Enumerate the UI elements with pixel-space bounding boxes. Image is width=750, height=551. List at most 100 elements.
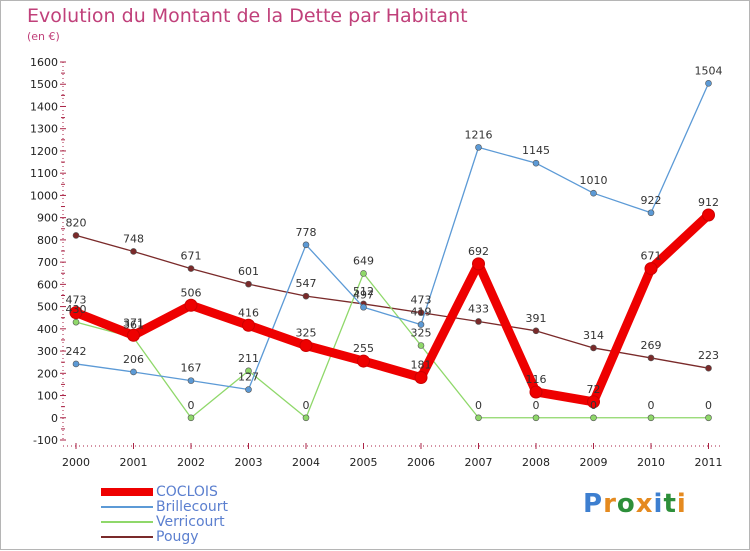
x-tick-label: 2004 <box>292 456 320 469</box>
x-tick-label: 2002 <box>177 456 205 469</box>
data-label-pougy: 314 <box>583 329 604 342</box>
series-line-brillecourt <box>75 82 710 391</box>
data-point-pougy <box>130 248 137 255</box>
data-label-coclois: 912 <box>698 196 719 209</box>
data-point-verricourt <box>302 414 310 422</box>
data-label-brillecourt: 778 <box>296 226 317 239</box>
x-tick-label: 2003 <box>235 456 263 469</box>
data-label-pougy: 547 <box>296 277 317 290</box>
data-label-brillecourt: 1504 <box>695 64 723 77</box>
data-point-coclois <box>472 257 485 271</box>
proxiti-logo: Proxiti <box>583 489 687 519</box>
logo-letter: P <box>583 489 604 519</box>
data-label-pougy: 223 <box>698 349 719 362</box>
data-label-verricourt: 0 <box>705 399 712 412</box>
x-tick-label: 2006 <box>407 456 435 469</box>
y-tick-label: -100 <box>33 434 58 447</box>
legend-label-brillecourt: Brillecourt <box>156 499 229 515</box>
legend-label-coclois: COCLOIS <box>156 484 218 500</box>
data-label-brillecourt: 497 <box>353 288 374 301</box>
data-label-verricourt: 211 <box>238 352 259 365</box>
data-point-pougy <box>532 327 540 335</box>
data-label-pougy: 269 <box>641 339 662 352</box>
data-label-verricourt: 361 <box>123 318 144 331</box>
data-point-brillecourt <box>475 144 482 151</box>
x-tick-label: 2009 <box>580 456 608 469</box>
data-label-verricourt: 325 <box>411 327 432 340</box>
data-label-verricourt: 649 <box>353 254 374 267</box>
data-point-coclois <box>127 328 140 342</box>
logo-letter: t <box>663 489 677 519</box>
series-line-pougy <box>75 234 710 369</box>
data-point-verricourt <box>647 414 655 422</box>
logo-letter: i <box>676 489 687 519</box>
data-label-coclois: 416 <box>238 306 259 319</box>
y-tick-label: 400 <box>37 323 58 336</box>
y-tick-label: 900 <box>37 212 58 225</box>
data-point-coclois <box>587 395 600 409</box>
chart-title: Evolution du Montant de la Dette par Hab… <box>27 5 468 27</box>
data-point-brillecourt <box>532 159 540 167</box>
data-point-verricourt <box>245 367 252 375</box>
logo-letter: i <box>653 489 664 519</box>
data-label-pougy: 601 <box>238 265 259 278</box>
data-label-brillecourt: 127 <box>238 371 259 384</box>
data-point-pougy <box>475 318 482 325</box>
data-point-coclois <box>242 318 255 332</box>
data-label-coclois: 116 <box>526 373 547 386</box>
data-point-coclois <box>529 385 543 399</box>
data-point-brillecourt <box>245 386 252 393</box>
y-tick-label: 700 <box>37 256 58 269</box>
legend-label-pougy: Pougy <box>156 529 199 545</box>
data-point-brillecourt <box>647 209 655 217</box>
data-label-coclois: 72 <box>587 383 601 396</box>
logo-letter: x <box>635 489 654 519</box>
x-tick-label: 2001 <box>120 456 148 469</box>
y-tick-label: 300 <box>37 345 58 358</box>
legend: COCLOIS Brillecourt Verricourt Pougy <box>101 485 321 545</box>
data-point-verricourt <box>590 414 597 422</box>
legend-swatch-coclois <box>101 488 153 496</box>
data-label-verricourt: 430 <box>66 303 87 316</box>
data-point-pougy <box>302 292 310 300</box>
chart-subtitle: (en €) <box>27 30 60 43</box>
data-point-brillecourt <box>130 368 137 376</box>
data-label-pougy: 391 <box>526 312 547 325</box>
data-label-verricourt: 0 <box>648 399 655 412</box>
data-label-coclois: 671 <box>641 250 662 263</box>
data-label-brillecourt: 419 <box>411 306 432 319</box>
data-point-pougy <box>705 364 712 372</box>
data-point-coclois <box>69 306 83 320</box>
legend-swatch-verricourt <box>101 521 153 523</box>
y-tick-label: 1600 <box>30 56 58 69</box>
x-tick-label: 2007 <box>465 456 493 469</box>
y-tick-label: 500 <box>37 301 58 314</box>
legend-item-verricourt: Verricourt <box>101 515 321 530</box>
series-pougy <box>72 232 712 372</box>
data-label-pougy: 473 <box>411 294 432 307</box>
data-label-pougy: 433 <box>468 302 489 315</box>
data-point-verricourt <box>187 414 195 422</box>
data-label-verricourt: 0 <box>303 399 310 412</box>
data-label-brillecourt: 206 <box>123 353 144 366</box>
data-point-brillecourt <box>705 80 712 87</box>
series-verricourt <box>72 270 712 422</box>
data-label-verricourt: 0 <box>475 399 482 412</box>
y-tick-label: 200 <box>37 367 58 380</box>
data-point-verricourt <box>360 270 367 277</box>
data-label-coclois: 181 <box>411 359 432 372</box>
y-tick-label: 1500 <box>30 78 58 91</box>
legend-swatch-pougy <box>101 536 153 538</box>
data-point-coclois <box>702 208 715 222</box>
data-point-coclois <box>184 298 198 312</box>
y-tick-label: 600 <box>37 278 58 291</box>
series-layer <box>69 80 715 422</box>
data-point-pougy <box>72 232 80 239</box>
data-label-pougy: 671 <box>181 250 202 263</box>
data-point-brillecourt <box>360 303 367 311</box>
data-point-verricourt <box>475 414 482 422</box>
logo-letter: r <box>603 489 617 519</box>
logo-letter: o <box>616 489 636 519</box>
